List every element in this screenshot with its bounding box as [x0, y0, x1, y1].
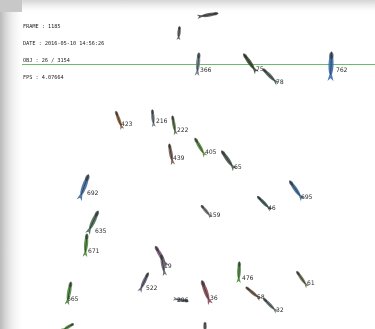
fish-icon — [171, 115, 178, 136]
frame-shadow-left — [0, 0, 22, 329]
fish-track-762: 762 — [327, 51, 348, 82]
hud-fps: FPS : 4.07664 — [23, 74, 64, 81]
fish-icon — [76, 173, 90, 202]
fish-icon — [85, 210, 100, 235]
fish-icon — [194, 137, 208, 158]
fish-id-label: 423 — [121, 121, 133, 128]
fish-id-label: 78 — [276, 79, 284, 86]
fish-icon — [288, 180, 305, 202]
fish-track-366: 366 — [194, 52, 212, 77]
fish-icon — [167, 143, 176, 166]
fish-track-78: 78 — [262, 68, 284, 86]
fish-id-label: 19 — [164, 263, 172, 270]
frame-shadow-top — [0, 0, 375, 12]
fish-track-692: 692 — [76, 173, 99, 202]
fish-id-label: 439 — [173, 155, 185, 162]
fish-icon — [200, 204, 213, 219]
fish-track-61: 61 — [296, 270, 315, 289]
fish-id-label: 635 — [95, 228, 107, 235]
fish-id-label: 522 — [146, 285, 158, 292]
fish-track-405: 405 — [194, 137, 217, 158]
fish-id-label: 46 — [268, 205, 276, 212]
fish-icon — [242, 53, 259, 75]
fish-track-522: 522 — [137, 272, 158, 293]
fish-icon — [262, 297, 279, 314]
fish-track-476: 476 — [236, 261, 254, 284]
fish-track-46: 46 — [256, 195, 276, 212]
fish-track-58: 58 — [245, 286, 265, 301]
hud-date: DATE : 2016-05-10 14:56:26 — [23, 40, 105, 47]
frame-shadow-corner — [0, 0, 22, 12]
fish-icon — [256, 195, 273, 212]
fish-id-label: 32 — [276, 307, 284, 314]
fish-id-label: 692 — [87, 190, 99, 197]
fish-icon — [60, 322, 75, 329]
fish-id-label: 695 — [301, 194, 313, 201]
fish-track-159: 159 — [200, 204, 221, 219]
fish-id-label: 61 — [307, 280, 315, 287]
fish-icon — [137, 272, 150, 293]
fish-icon — [220, 150, 237, 172]
fish-icon — [159, 254, 168, 277]
fish-id-label: 476 — [242, 275, 254, 282]
fish-track-423: 423 — [114, 110, 133, 131]
fish-icon — [200, 279, 213, 306]
fish-track-65: 65 — [220, 150, 242, 172]
fish-track-216: 216 — [150, 109, 168, 128]
fish-id-label: 762 — [336, 67, 348, 74]
fish-icon — [150, 109, 156, 128]
fish-track-635: 635 — [85, 210, 107, 235]
fish-icon — [196, 11, 219, 20]
fish-id-label: 222 — [177, 127, 189, 134]
fish-track-222: 222 — [171, 115, 189, 136]
fish-track-439: 439 — [167, 143, 185, 166]
fish-icon — [82, 233, 89, 258]
fish-id-label: 366 — [200, 67, 212, 74]
fish-icon — [327, 51, 334, 82]
hud-frame: FRAME : 1185 — [23, 24, 61, 31]
fish-track-665: 665 — [64, 281, 79, 306]
fish-track-75: 75 — [242, 53, 264, 75]
fish-track-296: 296 — [172, 296, 189, 304]
fish-id-label: 405 — [205, 149, 217, 156]
fish-id-label: 159 — [209, 212, 221, 219]
fish-track-671: 671 — [82, 233, 100, 258]
fish-id-label: 75 — [256, 66, 264, 73]
fish-icon — [203, 322, 207, 329]
fish-icon — [114, 110, 125, 131]
fish-id-label: 671 — [88, 248, 100, 255]
fish-id-label: 58 — [257, 294, 265, 301]
fish-id-label: 665 — [67, 296, 79, 303]
fish-icon — [236, 261, 241, 284]
tracking-hud: FRAME : 1185 DATE : 2016-05-10 14:56:26 … — [23, 14, 104, 92]
fish-id-label: 216 — [156, 118, 168, 125]
fish-icon — [296, 270, 310, 289]
fish-icon — [194, 52, 201, 77]
fish-id-label: 65 — [234, 164, 242, 171]
fish-icon — [64, 281, 73, 306]
fish-track-32: 32 — [262, 297, 284, 314]
fish-icon — [245, 286, 262, 301]
fish-icon — [262, 68, 280, 86]
fish-id-label: 36 — [210, 295, 218, 302]
fish-icon — [172, 296, 189, 303]
hud-obj: OBJ : 26 / 3154 — [23, 57, 70, 64]
fish-icon — [176, 26, 181, 41]
fish-id-label: 296 — [177, 297, 189, 304]
fish-track-36: 36 — [200, 279, 218, 306]
fish-track-695: 695 — [288, 180, 313, 202]
